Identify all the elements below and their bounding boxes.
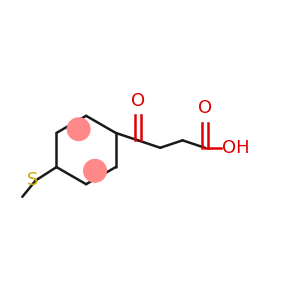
Circle shape [68, 118, 90, 140]
Text: O: O [131, 92, 145, 110]
Text: S: S [26, 172, 38, 190]
Text: OH: OH [222, 139, 249, 157]
Circle shape [84, 160, 106, 182]
Text: O: O [198, 99, 212, 117]
